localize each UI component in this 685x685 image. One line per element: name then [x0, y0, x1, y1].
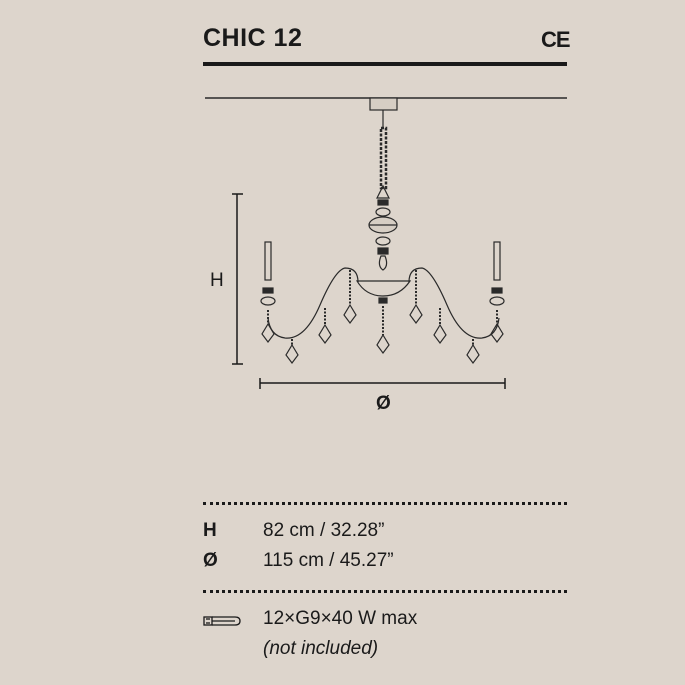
- divider: [203, 502, 567, 505]
- right-arm: [408, 267, 500, 339]
- diameter-marker-label: Ø: [376, 393, 391, 414]
- lamp-spec: 12×G9×40 W max: [263, 608, 418, 629]
- right-candle: [493, 241, 501, 281]
- hook: [376, 184, 390, 199]
- left-candle: [264, 241, 272, 281]
- product-title: CHIC 12: [203, 24, 303, 52]
- lamp-note: (not included): [263, 638, 379, 659]
- diameter-label: Ø: [203, 550, 218, 571]
- title-rule: [203, 62, 567, 66]
- divider: [203, 590, 567, 593]
- ce-mark: CE: [541, 27, 571, 52]
- bowl: [355, 280, 412, 297]
- g9-bulb-icon: [203, 616, 241, 626]
- canopy: [369, 97, 398, 111]
- left-arm: [267, 267, 359, 339]
- diameter-value: 115 cm / 45.27”: [263, 550, 394, 571]
- height-value: 82 cm / 32.28”: [263, 520, 385, 541]
- height-marker-label: H: [210, 270, 224, 291]
- chain: [379, 126, 388, 190]
- height-label: H: [203, 520, 217, 541]
- crystal-pendants: [261, 303, 504, 364]
